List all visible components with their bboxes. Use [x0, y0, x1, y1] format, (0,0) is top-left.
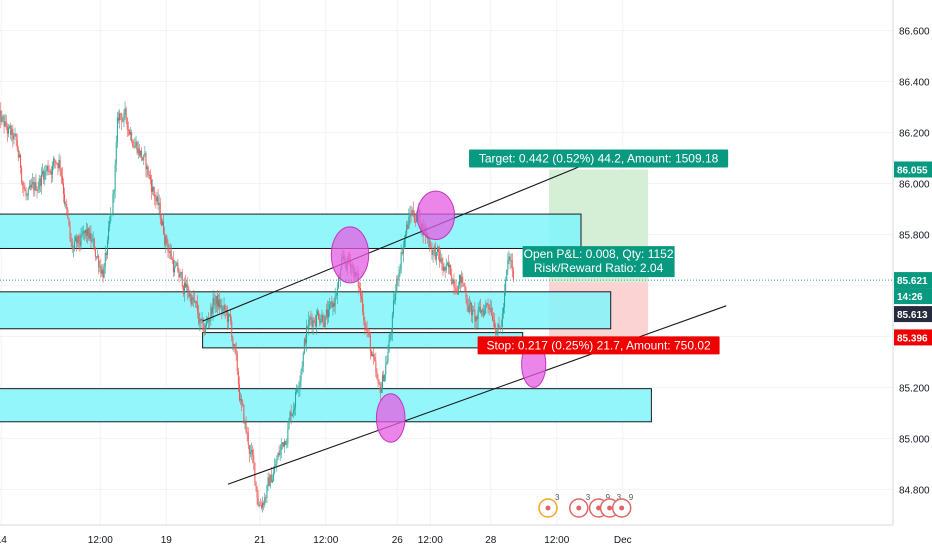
- price-tick-label: 86.200: [899, 129, 930, 140]
- ellipse-peak-2: [417, 191, 454, 239]
- risk-reward-text: Risk/Reward Ratio: 2.04: [534, 261, 664, 275]
- event-count: 3: [555, 493, 560, 502]
- target-price-label-text: 86.055: [897, 165, 928, 176]
- stop-label: Stop: 0.217 (0.25%) 21.7, Amount: 750.02: [478, 336, 720, 354]
- time-tick-label: 12:00: [313, 535, 338, 546]
- entry-price-label: 85.613: [894, 306, 932, 322]
- countdown-label-text: 14:26: [897, 292, 923, 303]
- stop-price-label: 85.396: [894, 329, 932, 345]
- price-tick-label: 86.000: [899, 179, 930, 190]
- pnl-text: Open P&L: 0.008, Qty: 1152: [524, 247, 674, 261]
- countdown-label: 14:26: [894, 288, 932, 304]
- candle-down: [88, 227, 89, 241]
- price-tick-label: 85.200: [899, 383, 930, 394]
- zone-bottom: [0, 389, 651, 422]
- time-tick-label: 21: [254, 535, 266, 546]
- candle-down: [285, 441, 286, 445]
- event-count: 9: [629, 493, 634, 502]
- price-tick-label: 85.800: [899, 230, 930, 241]
- candle-up: [506, 269, 507, 281]
- current-price-label-text: 85.621: [897, 276, 928, 287]
- zone-middle: [0, 292, 611, 329]
- entry-price-label-text: 85.613: [897, 310, 928, 321]
- price-tick-label: 86.600: [899, 27, 930, 38]
- zone-thin: [203, 333, 523, 348]
- time-tick-label: 19: [161, 535, 173, 546]
- target-label-text: Target: 0.442 (0.52%) 44.2, Amount: 1509…: [479, 151, 719, 165]
- time-tick-label: 12:00: [418, 535, 443, 546]
- event-count: 3: [586, 493, 591, 502]
- time-tick-label: Dec: [614, 535, 632, 546]
- target-label: Target: 0.442 (0.52%) 44.2, Amount: 1509…: [469, 149, 728, 167]
- time-tick-label: 12:00: [544, 535, 569, 546]
- candle-down: [450, 265, 451, 276]
- candle-down: [21, 165, 22, 184]
- candle-up: [277, 452, 278, 460]
- candle-up: [325, 316, 326, 328]
- target-price-label: 86.055: [894, 161, 932, 177]
- price-tick-label: 86.400: [899, 78, 930, 89]
- price-tick-label: 85.000: [899, 434, 930, 445]
- stop-label-text: Stop: 0.217 (0.25%) 21.7, Amount: 750.02: [487, 338, 711, 352]
- candle-down: [203, 317, 204, 332]
- current-price-label: 85.621: [894, 272, 932, 288]
- ellipse-low-1: [376, 394, 405, 442]
- candle-up: [304, 337, 305, 354]
- candle-down: [94, 237, 95, 250]
- time-tick-label: 26: [392, 535, 404, 546]
- candle-down: [237, 351, 238, 375]
- price-tick-label: 84.800: [899, 485, 930, 496]
- stop-price-label-text: 85.396: [897, 333, 928, 344]
- candle-down: [243, 404, 244, 424]
- candle-down: [137, 141, 138, 155]
- candle-down: [68, 218, 69, 227]
- time-tick-label: 12:00: [88, 535, 113, 546]
- time-tick-label: 28: [485, 535, 497, 546]
- time-tick-label: 14: [0, 535, 7, 546]
- ellipse-peak-1: [331, 227, 368, 283]
